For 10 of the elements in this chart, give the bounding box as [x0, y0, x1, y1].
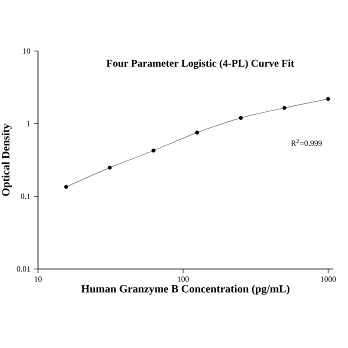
- point: [195, 130, 200, 135]
- point: [282, 106, 286, 110]
- point: [326, 96, 330, 101]
- x-axis-title: Human Granzyme B Concentration (pg/mL): [81, 284, 290, 295]
- point: [238, 116, 243, 120]
- y-axis-title: Optical Density: [2, 124, 12, 196]
- point: [64, 184, 68, 189]
- text: Four Parameter Logistic (4-PL) Curve Fit: [106, 59, 294, 70]
- point: [108, 166, 112, 170]
- point: [151, 148, 156, 153]
